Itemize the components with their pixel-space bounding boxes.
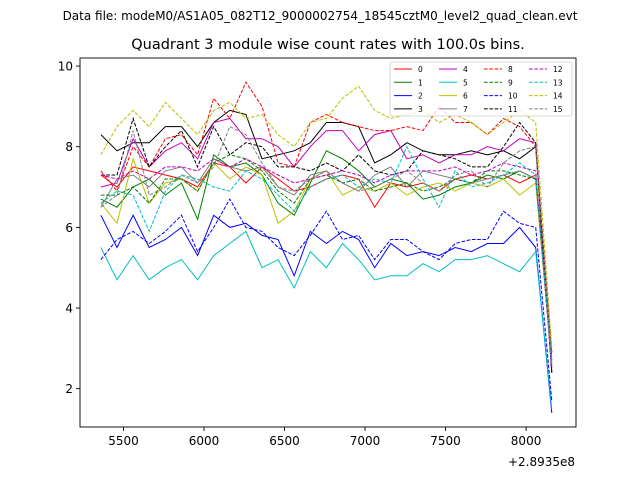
legend-label-14: 14 — [553, 92, 563, 101]
legend-box — [389, 61, 573, 117]
series-line-4 — [100, 117, 553, 369]
legend-label-5: 5 — [463, 78, 468, 87]
series-line-9 — [100, 154, 553, 357]
x-tick-label: 7000 — [350, 434, 381, 448]
x-tick-label: 6000 — [189, 434, 220, 448]
legend-label-7: 7 — [463, 105, 468, 114]
plot-frame — [79, 57, 577, 428]
series-line-1 — [100, 150, 553, 361]
series-line-12 — [100, 158, 553, 369]
legend-label-15: 15 — [553, 105, 563, 114]
legend-label-10: 10 — [508, 92, 518, 101]
legend-label-13: 13 — [553, 78, 563, 87]
legend-label-12: 12 — [553, 65, 563, 74]
series-line-13 — [100, 145, 553, 365]
chart-title: Quadrant 3 module wise count rates with … — [131, 37, 525, 53]
legend-label-8: 8 — [508, 65, 513, 74]
data-file-label: Data file: modeM0/AS1A05_082T12_90000027… — [63, 9, 578, 23]
series-line-5 — [100, 230, 553, 409]
series-line-11 — [100, 116, 553, 373]
series-line-0 — [100, 162, 553, 353]
y-tick-label: 10 — [58, 60, 73, 74]
legend-label-1: 1 — [418, 78, 423, 87]
legend-label-11: 11 — [508, 105, 518, 114]
x-tick-label: 7500 — [430, 434, 461, 448]
y-tick-label: 6 — [65, 221, 73, 235]
legend-label-3: 3 — [418, 105, 423, 114]
y-tick-label: 4 — [65, 302, 73, 316]
x-offset-label: +2.8935e8 — [508, 455, 575, 469]
legend-label-2: 2 — [418, 92, 423, 101]
legend-label-4: 4 — [463, 65, 468, 74]
legend-label-6: 6 — [463, 92, 468, 101]
series-line-7 — [100, 158, 553, 365]
plot-lines — [100, 81, 553, 413]
legend-label-9: 9 — [508, 78, 513, 87]
legend-label-0: 0 — [418, 65, 423, 74]
series-line-15 — [100, 125, 553, 361]
series-line-14 — [100, 85, 553, 349]
x-tick-label: 8000 — [511, 434, 542, 448]
series-line-2 — [100, 214, 553, 413]
x-tick-label: 5500 — [108, 434, 139, 448]
series-line-10 — [100, 198, 553, 401]
y-tick-label: 2 — [65, 382, 73, 396]
x-tick-label: 6500 — [269, 434, 300, 448]
y-tick-label: 8 — [65, 140, 73, 154]
series-line-6 — [100, 157, 553, 365]
